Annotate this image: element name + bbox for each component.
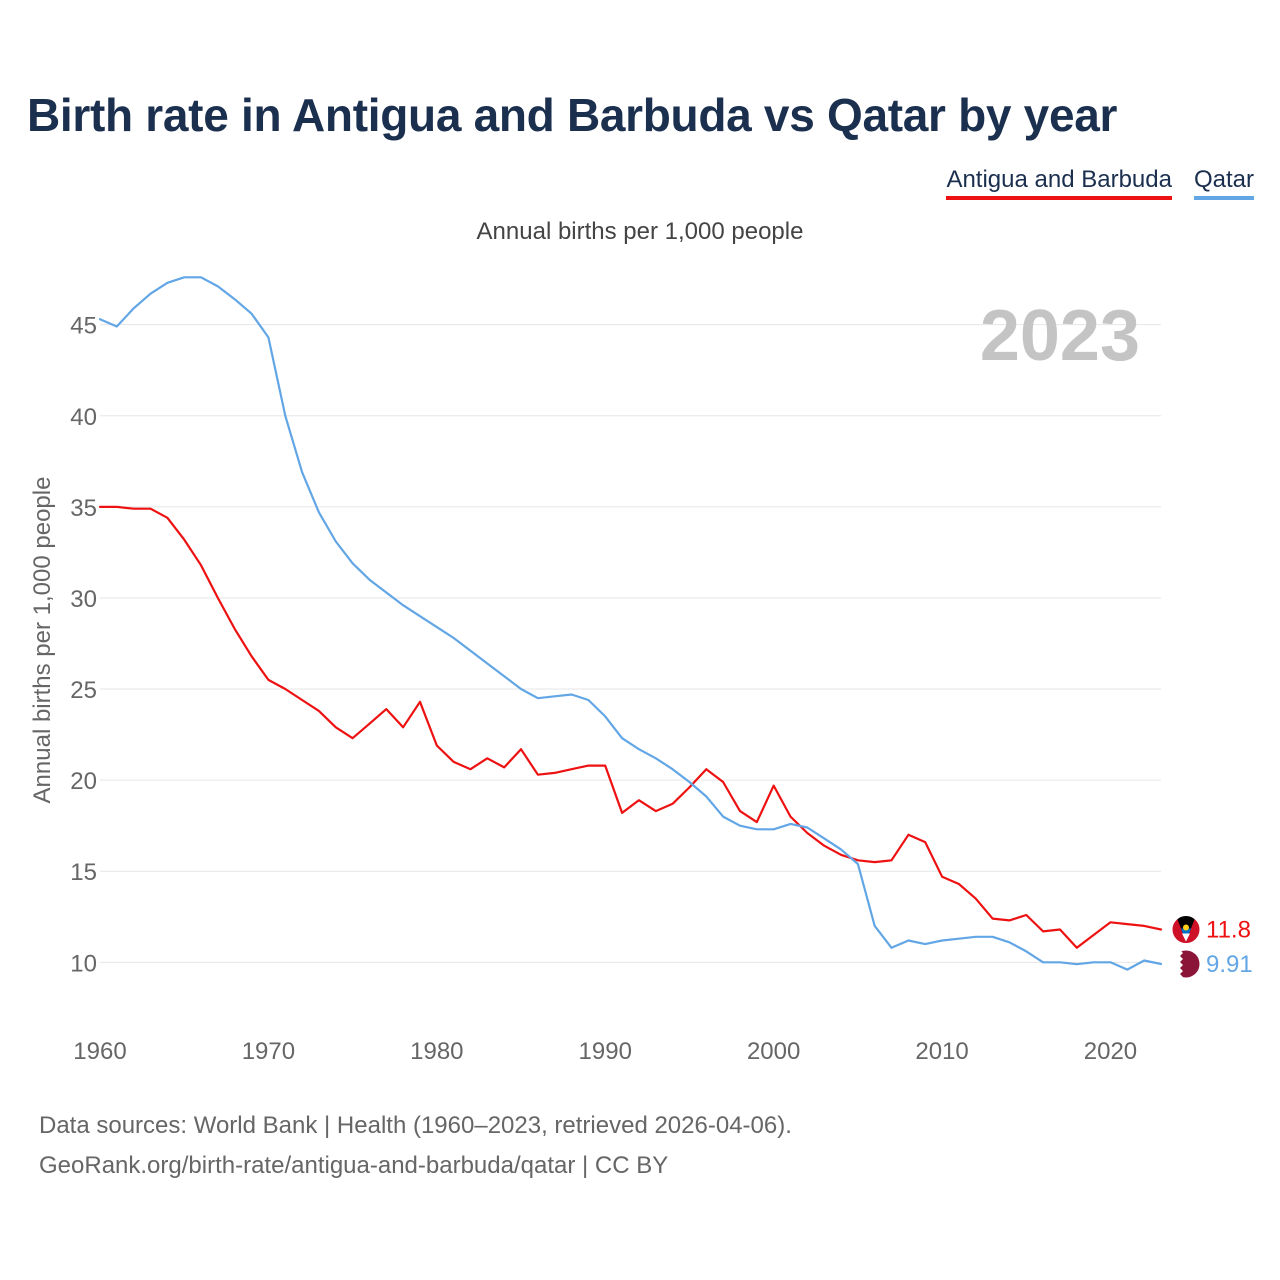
series-lines <box>98 276 1163 971</box>
y-tick-label: 15 <box>70 859 97 886</box>
y-tick-label: 10 <box>70 950 97 977</box>
y-tick-label: 40 <box>70 404 97 431</box>
y-axis-ticks: 10 15 20 25 30 35 40 45 <box>70 313 97 978</box>
x-tick-label: 1970 <box>242 1038 295 1065</box>
end-value-antigua-and-barbuda: 11.8 <box>1206 917 1251 944</box>
antigua-and-barbuda-flag-icon <box>1171 915 1201 945</box>
x-tick-label: 2020 <box>1084 1038 1137 1065</box>
x-tick-label: 2010 <box>915 1038 968 1065</box>
source-line-1: Data sources: World Bank | Health (1960–… <box>39 1112 792 1139</box>
series-line-qatar <box>98 276 1163 971</box>
y-tick-label: 20 <box>70 768 97 795</box>
y-tick-label: 30 <box>70 586 97 613</box>
legend-item-qatar[interactable]: Qatar <box>1193 166 1254 200</box>
chart-title: Birth rate in Antigua and Barbuda vs Qat… <box>27 89 1118 141</box>
y-tick-label: 25 <box>70 677 97 704</box>
legend-item-antigua-and-barbuda[interactable]: Antigua and Barbuda <box>946 166 1172 200</box>
x-tick-label: 2000 <box>747 1038 800 1065</box>
x-tick-label: 1980 <box>410 1038 463 1065</box>
legend: Antigua and Barbuda Qatar <box>946 166 1254 200</box>
gridlines <box>100 324 1161 963</box>
year-watermark: 2023 <box>980 296 1140 376</box>
data-source-note: Data sources: World Bank | Health (1960–… <box>39 1106 792 1186</box>
x-tick-label: 1990 <box>579 1038 632 1065</box>
end-markers <box>1171 915 1201 979</box>
qatar-flag-icon <box>1171 949 1201 979</box>
chart-subtitle: Annual births per 1,000 people <box>476 218 804 245</box>
y-axis-label: Annual births per 1,000 people <box>29 477 56 804</box>
x-axis-ticks: 1960 1970 1980 1990 2000 2010 2020 <box>73 1038 1137 1065</box>
y-tick-label: 35 <box>70 495 97 522</box>
source-line-2[interactable]: GeoRank.org/birth-rate/antigua-and-barbu… <box>39 1152 669 1179</box>
y-tick-label: 45 <box>70 313 97 340</box>
x-tick-label: 1960 <box>73 1038 126 1065</box>
series-line-antigua-and-barbuda <box>98 505 1163 949</box>
end-value-qatar: 9.91 <box>1206 951 1253 978</box>
